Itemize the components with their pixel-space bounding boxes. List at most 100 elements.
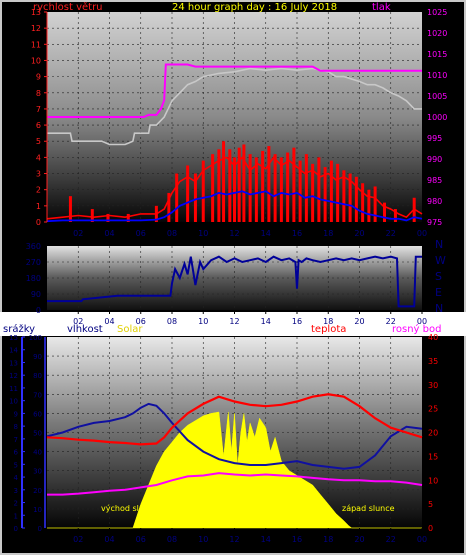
humidity-tick-label: 100 bbox=[29, 334, 42, 342]
wind-speed-tick-label: 6 bbox=[36, 121, 41, 130]
wind-speed-tick-label: 10 bbox=[31, 56, 41, 65]
pressure-line bbox=[47, 63, 422, 118]
grey-trace-line bbox=[47, 67, 422, 146]
wind-direction-x-tick-label: 22 bbox=[386, 317, 396, 326]
temperature-tick-label: 40 bbox=[428, 333, 438, 342]
rain-tick-label: 0 bbox=[14, 525, 18, 533]
pressure-tick-label: 985 bbox=[427, 176, 442, 185]
wind-average-line bbox=[46, 190, 423, 223]
wind-direction-tick-label: 180 bbox=[26, 274, 41, 283]
temperature-axis-title: teplota bbox=[311, 324, 346, 335]
wind-direction-tick-label: 90 bbox=[31, 290, 41, 299]
wind-gust-bar bbox=[279, 157, 283, 222]
wind-direction-x-tick-label: 12 bbox=[229, 317, 239, 326]
wind-pressure-x-tick-label: 22 bbox=[386, 229, 396, 238]
pressure-tick-label: 990 bbox=[427, 155, 442, 164]
wind-pressure-x-tick-label: 00 bbox=[417, 229, 427, 238]
pressure-tick-label: 1020 bbox=[427, 29, 447, 38]
wind-gust-bar bbox=[373, 186, 377, 222]
wind-speed-tick-label: 5 bbox=[36, 137, 41, 146]
rain-tick-label: 8 bbox=[14, 423, 18, 431]
rain-tick-label: 1 bbox=[14, 512, 18, 520]
wind-speed-tick-label: 3 bbox=[36, 170, 41, 179]
wind-gust-bar bbox=[323, 167, 327, 222]
rain-tick-label: 11 bbox=[9, 385, 18, 393]
pressure-tick-label: 995 bbox=[427, 134, 442, 143]
humidity-solar-x-tick-label: 04 bbox=[104, 535, 114, 544]
compass-north-top: N bbox=[435, 238, 443, 251]
wind-gust-line bbox=[46, 156, 423, 220]
humidity-tick-label: 90 bbox=[33, 353, 42, 361]
temperature-tick-label: 5 bbox=[428, 500, 433, 509]
wind-gust-bar bbox=[254, 157, 258, 222]
wind-gust-bar bbox=[317, 157, 321, 222]
wind-gust-bar bbox=[242, 144, 246, 222]
wind-speed-tick-label: 0 bbox=[36, 218, 41, 227]
pressure-axis-title: tlak bbox=[372, 2, 391, 13]
temperature-tick-label: 20 bbox=[428, 429, 438, 438]
wind-gust-bar bbox=[211, 154, 215, 222]
pressure-tick-label: 980 bbox=[427, 197, 442, 206]
wind-direction-tick-label: 270 bbox=[26, 258, 41, 267]
wind-direction-x-tick-label: 10 bbox=[198, 317, 208, 326]
pressure-tick-label: 1000 bbox=[427, 113, 447, 122]
rain-tick-label: 15 bbox=[9, 334, 18, 342]
rain-tick-label: 12 bbox=[9, 372, 18, 380]
bottom-white-band bbox=[0, 312, 466, 336]
wind-direction-x-tick-label: 06 bbox=[136, 317, 146, 326]
humidity-axis-title: vlhkost bbox=[67, 324, 103, 335]
wind-speed-tick-label: 8 bbox=[36, 89, 41, 98]
pressure-tick-label: 1025 bbox=[427, 8, 447, 17]
pressure-tick-label: 975 bbox=[427, 218, 442, 227]
wind-direction-x-tick-label: 14 bbox=[261, 317, 271, 326]
wind-gust-bar bbox=[248, 154, 252, 222]
fill-layer bbox=[47, 141, 422, 529]
humidity-solar-x-tick-label: 02 bbox=[73, 535, 83, 544]
wind-gust-bar bbox=[304, 154, 308, 222]
rain-axis-title: srážky bbox=[3, 323, 35, 335]
wind-speed-tick-label: 4 bbox=[36, 153, 41, 162]
wind-gust-bar bbox=[292, 147, 296, 222]
compass-west: W bbox=[435, 254, 446, 267]
wind-pressure-x-tick-label: 10 bbox=[198, 229, 208, 238]
temperature-tick-label: 35 bbox=[428, 357, 438, 366]
wind-speed-tick-label: 13 bbox=[31, 8, 41, 17]
wind-gust-bar bbox=[90, 209, 94, 222]
wind-gust-bar bbox=[175, 173, 179, 222]
wind-speed-axis-title: rychlost větru bbox=[33, 1, 103, 13]
humidity-tick-label: 60 bbox=[33, 410, 42, 418]
humidity-solar-x-tick-label: 00 bbox=[417, 535, 427, 544]
dewpoint-line bbox=[47, 472, 423, 496]
pressure-tick-label: 1010 bbox=[427, 71, 447, 80]
wind-gust-bar bbox=[228, 149, 232, 222]
rain-tick-label: 3 bbox=[14, 487, 18, 495]
wind-gust-bar bbox=[106, 213, 110, 222]
rain-tick-label: 2 bbox=[14, 500, 18, 508]
humidity-solar-x-tick-label: 18 bbox=[323, 535, 333, 544]
wind-gust-bar bbox=[217, 149, 221, 222]
wind-gust-bar bbox=[68, 196, 72, 222]
wind-gust-bar bbox=[222, 141, 226, 222]
rain-tick-label: 7 bbox=[14, 436, 18, 444]
wind-gust-bar bbox=[201, 160, 205, 222]
wind-direction-tick-label: 0 bbox=[36, 306, 41, 315]
wind-gust-bar bbox=[367, 189, 371, 222]
wind-gust-bar bbox=[311, 163, 315, 222]
wind-gust-bar bbox=[261, 150, 265, 222]
rain-tick-label: 13 bbox=[9, 359, 18, 367]
wind-gust-bar bbox=[342, 170, 346, 222]
rain-tick-label: 9 bbox=[14, 410, 18, 418]
temperature-line bbox=[46, 393, 423, 446]
humidity-solar-x-tick-label: 14 bbox=[261, 535, 271, 544]
compass-south: S bbox=[435, 270, 442, 283]
wind-pressure-x-tick-label: 14 bbox=[261, 229, 271, 238]
humidity-line bbox=[46, 402, 423, 470]
solar-label: Solar bbox=[117, 324, 143, 335]
temperature-tick-label: 0 bbox=[428, 524, 433, 533]
sunrise-annotation: východ slunce bbox=[101, 504, 158, 513]
wind-direction-tick-label: 360 bbox=[26, 242, 41, 251]
compass-north-bottom: N bbox=[435, 302, 443, 315]
wind-gust-bar bbox=[348, 173, 352, 222]
temperature-tick-label: 25 bbox=[428, 405, 438, 414]
wind-gust-bar bbox=[361, 183, 365, 222]
